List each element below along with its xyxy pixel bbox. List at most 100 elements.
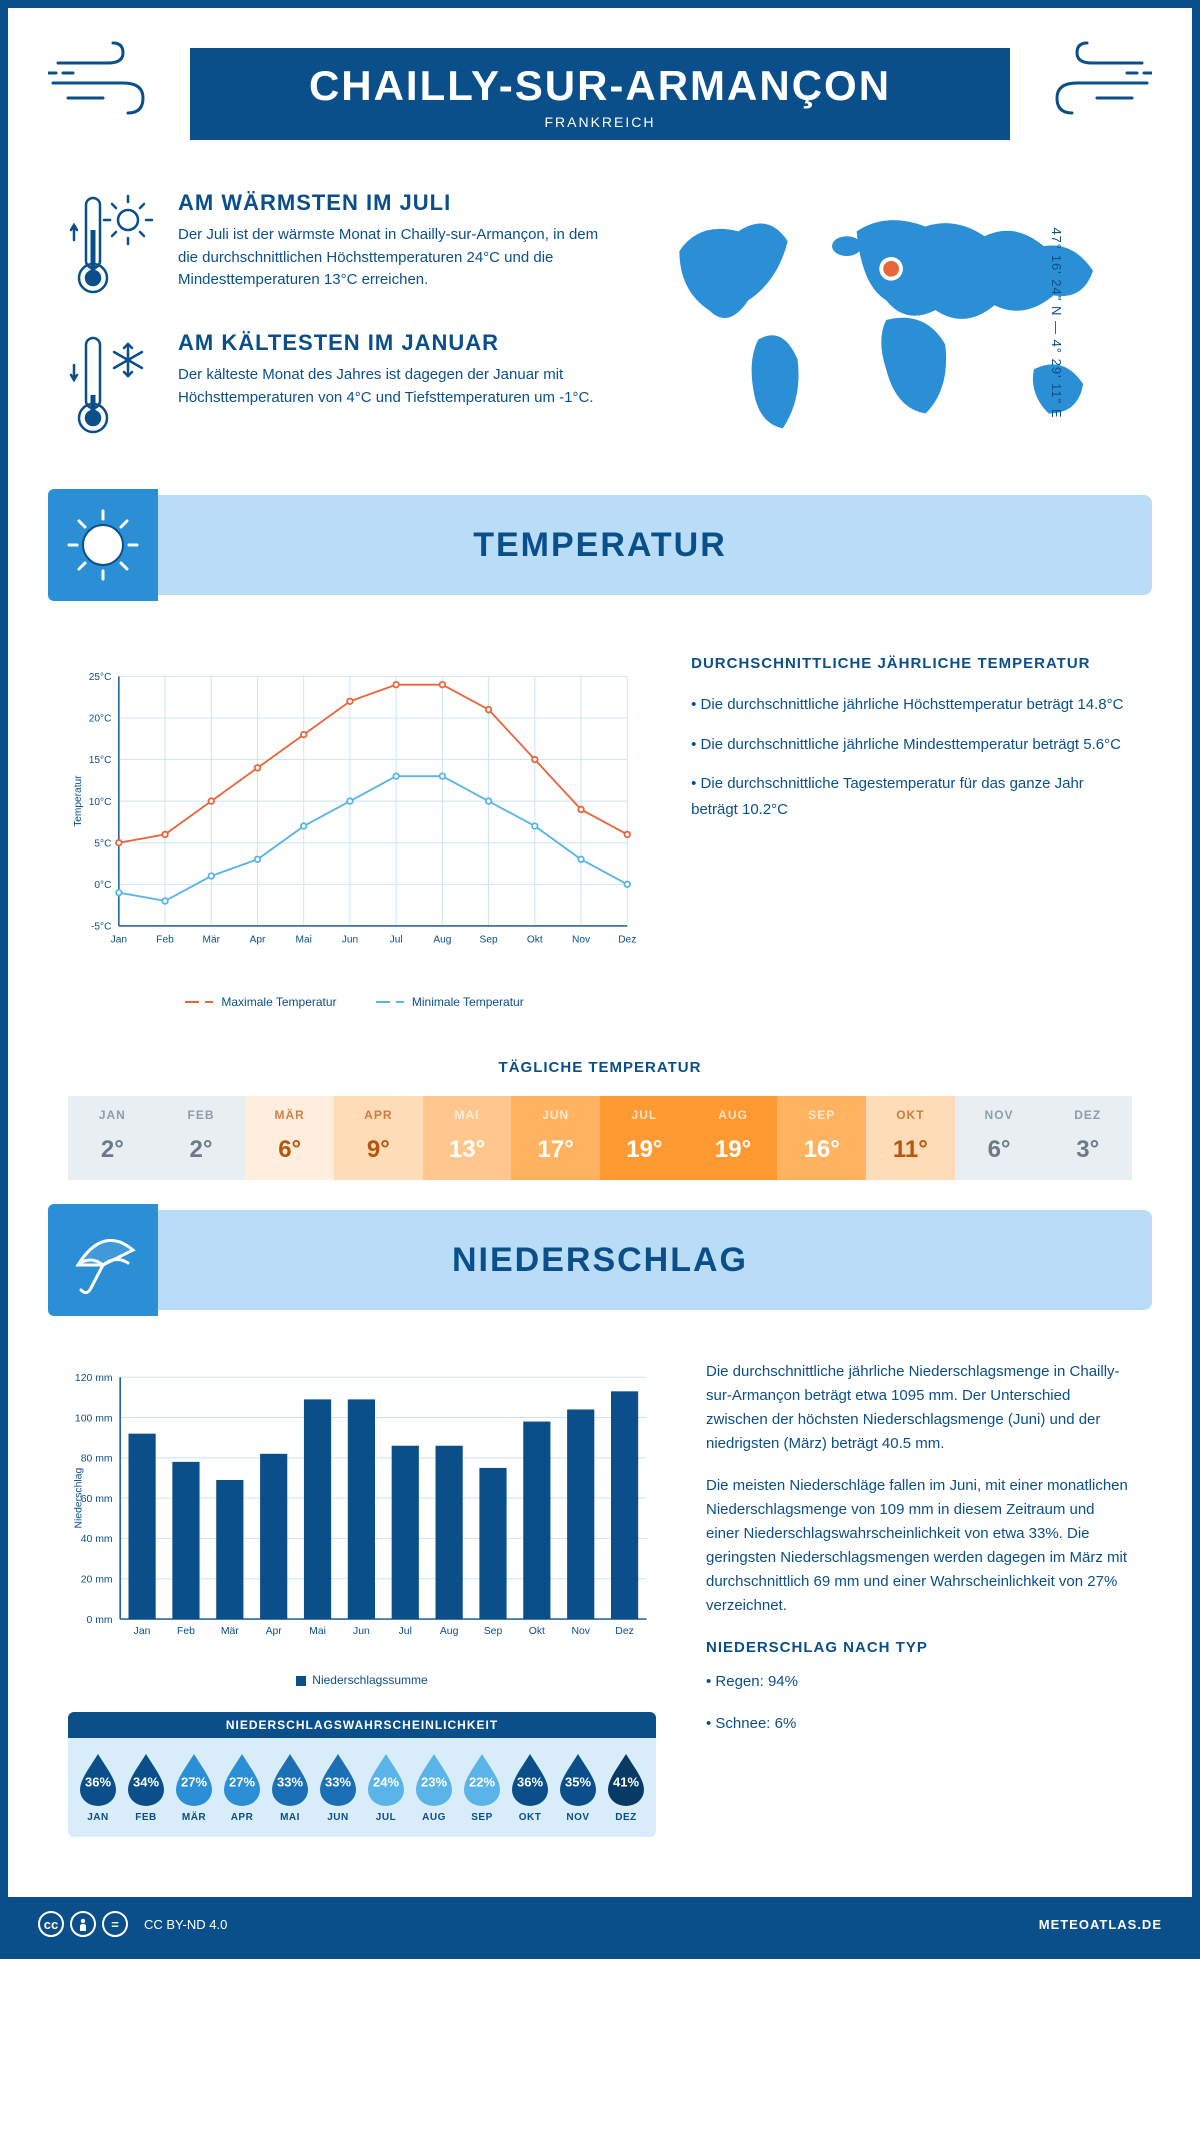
svg-text:40 mm: 40 mm [81, 1534, 113, 1545]
probability-cell: 35% NOV [556, 1752, 600, 1823]
precip-description: Die durchschnittliche jährliche Niedersc… [706, 1360, 1132, 1837]
license-label: CC BY-ND 4.0 [144, 1917, 227, 1932]
title-banner: CHAILLY-SUR-ARMANÇON FRANKREICH [190, 48, 1010, 140]
warmest-block: AM WÄRMSTEN IM JULI Der Juli ist der wär… [68, 190, 610, 300]
temperature-row: -5°C0°C5°C10°C15°C20°C25°CJanFebMärAprMa… [8, 615, 1192, 1029]
daily-temp-cell: MAI13° [423, 1096, 512, 1180]
temp-desc-heading: DURCHSCHNITTLICHE JÄHRLICHE TEMPERATUR [691, 655, 1132, 672]
by-icon [70, 1911, 96, 1937]
drop-icon: 41% [604, 1752, 648, 1806]
drop-icon: 24% [364, 1752, 408, 1806]
temp-bullet: • Die durchschnittliche Tagestemperatur … [691, 771, 1132, 822]
svg-text:Apr: Apr [250, 935, 266, 946]
drop-icon: 36% [508, 1752, 552, 1806]
map-column: 47° 16' 24" N — 4° 29' 11" E [640, 190, 1132, 455]
svg-text:Feb: Feb [156, 935, 174, 946]
thermometer-cold-icon [68, 330, 158, 440]
coordinates-label: 47° 16' 24" N — 4° 29' 11" E [1049, 227, 1064, 418]
daily-temp-title: TÄGLICHE TEMPERATUR [68, 1059, 1132, 1076]
svg-text:25°C: 25°C [89, 672, 112, 683]
svg-text:Mär: Mär [221, 1626, 239, 1637]
line-chart-legend: Maximale Temperatur Minimale Temperatur [68, 992, 641, 1009]
svg-text:Sep: Sep [484, 1626, 503, 1637]
svg-text:Jul: Jul [390, 935, 403, 946]
map-marker-icon [881, 259, 901, 279]
svg-text:Okt: Okt [527, 935, 543, 946]
thermometer-hot-icon [68, 190, 158, 300]
svg-text:Dez: Dez [618, 935, 636, 946]
precip-row: 0 mm20 mm40 mm60 mm80 mm100 mm120 mmJanF… [8, 1330, 1192, 1857]
coldest-heading: AM KÄLTESTEN IM JANUAR [178, 330, 610, 356]
precip-type-heading: NIEDERSCHLAG NACH TYP [706, 1636, 1132, 1660]
umbrella-icon [48, 1204, 158, 1316]
page-subtitle: FRANKREICH [190, 114, 1010, 130]
sun-icon [48, 489, 158, 601]
svg-text:Aug: Aug [433, 935, 451, 946]
drop-icon: 33% [268, 1752, 312, 1806]
svg-text:60 mm: 60 mm [81, 1494, 113, 1505]
infographic-container: CHAILLY-SUR-ARMANÇON FRANKREICH [0, 0, 1200, 1959]
svg-text:Sep: Sep [480, 935, 498, 946]
probability-cell: 34% FEB [124, 1752, 168, 1823]
daily-temp-cell: MÄR6° [245, 1096, 334, 1180]
precip-left-column: 0 mm20 mm40 mm60 mm80 mm100 mm120 mmJanF… [68, 1360, 656, 1837]
svg-text:20°C: 20°C [89, 714, 112, 725]
svg-text:Temperatur: Temperatur [73, 775, 84, 827]
svg-text:Jun: Jun [342, 935, 358, 946]
daily-temp-cell: OKT11° [866, 1096, 955, 1180]
svg-text:Dez: Dez [615, 1626, 634, 1637]
header: CHAILLY-SUR-ARMANÇON FRANKREICH [8, 8, 1192, 140]
svg-text:Okt: Okt [529, 1626, 545, 1637]
daily-temp-cell: JAN2° [68, 1096, 157, 1180]
svg-text:Jan: Jan [134, 1626, 151, 1637]
temperature-line-chart: -5°C0°C5°C10°C15°C20°C25°CJanFebMärAprMa… [68, 655, 641, 1009]
drop-icon: 36% [76, 1752, 120, 1806]
probability-cell: 41% DEZ [604, 1752, 648, 1823]
bar-chart-legend: Niederschlagssumme [68, 1673, 656, 1687]
daily-temp-cell: SEP16° [777, 1096, 866, 1180]
probability-cell: 33% JUN [316, 1752, 360, 1823]
precip-type-bullet: • Regen: 94% [706, 1670, 1132, 1694]
svg-text:80 mm: 80 mm [81, 1454, 113, 1465]
svg-text:0 mm: 0 mm [87, 1615, 113, 1626]
probability-row: 36% JAN 34% FEB 27% MÄR 27% APR 33% MAI [68, 1738, 656, 1823]
probability-cell: 36% OKT [508, 1752, 552, 1823]
svg-text:0°C: 0°C [94, 880, 111, 891]
svg-text:10°C: 10°C [89, 797, 112, 808]
svg-text:Nov: Nov [571, 1626, 590, 1637]
svg-text:-5°C: -5°C [91, 922, 111, 933]
precip-bar-chart: 0 mm20 mm40 mm60 mm80 mm100 mm120 mmJanF… [68, 1360, 656, 1660]
nd-icon: = [102, 1911, 128, 1937]
probability-cell: 27% MÄR [172, 1752, 216, 1823]
daily-temp-cell: JUN17° [511, 1096, 600, 1180]
precip-text-1: Die durchschnittliche jährliche Niedersc… [706, 1360, 1132, 1456]
svg-text:Mai: Mai [296, 935, 312, 946]
daily-temp-section: TÄGLICHE TEMPERATUR JAN2°FEB2°MÄR6°APR9°… [68, 1059, 1132, 1180]
legend-min-label: Minimale Temperatur [412, 995, 524, 1009]
svg-text:15°C: 15°C [89, 755, 112, 766]
intro-section: AM WÄRMSTEN IM JULI Der Juli ist der wär… [8, 150, 1192, 475]
daily-temp-cell: DEZ3° [1043, 1096, 1132, 1180]
intro-text-column: AM WÄRMSTEN IM JULI Der Juli ist der wär… [68, 190, 610, 455]
svg-text:100 mm: 100 mm [75, 1413, 113, 1424]
svg-text:Jul: Jul [399, 1626, 412, 1637]
license-block: cc = CC BY-ND 4.0 [38, 1911, 227, 1937]
drop-icon: 27% [220, 1752, 264, 1806]
svg-text:Mär: Mär [203, 935, 221, 946]
precip-type-bullet: • Schnee: 6% [706, 1712, 1132, 1736]
probability-box: NIEDERSCHLAGSWAHRSCHEINLICHKEIT 36% JAN … [68, 1712, 656, 1837]
bar-legend-label: Niederschlagssumme [312, 1673, 427, 1687]
probability-cell: 36% JAN [76, 1752, 120, 1823]
drop-icon: 23% [412, 1752, 456, 1806]
page-title: CHAILLY-SUR-ARMANÇON [190, 62, 1010, 110]
coldest-block: AM KÄLTESTEN IM JANUAR Der kälteste Mona… [68, 330, 610, 440]
footer: cc = CC BY-ND 4.0 METEOATLAS.DE [8, 1897, 1192, 1951]
wind-icon [1032, 38, 1152, 118]
probability-title: NIEDERSCHLAGSWAHRSCHEINLICHKEIT [68, 1712, 656, 1738]
drop-icon: 27% [172, 1752, 216, 1806]
svg-text:Mai: Mai [309, 1626, 326, 1637]
legend-max-label: Maximale Temperatur [221, 995, 336, 1009]
svg-text:Jun: Jun [353, 1626, 370, 1637]
svg-text:Aug: Aug [440, 1626, 459, 1637]
temperature-description: DURCHSCHNITTLICHE JÄHRLICHE TEMPERATUR •… [691, 655, 1132, 1009]
